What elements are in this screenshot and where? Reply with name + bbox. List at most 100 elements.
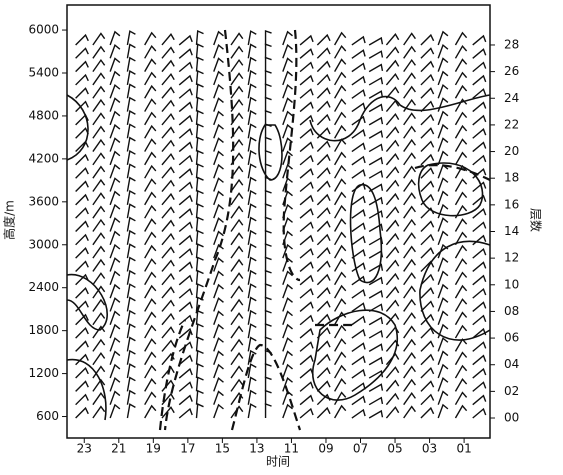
wind-barb [92, 205, 106, 219]
wind-barb [109, 97, 121, 112]
wind-barb [316, 380, 331, 392]
wind-barb [299, 394, 314, 406]
wind-barb [144, 258, 157, 272]
wind-barb [385, 326, 400, 339]
wind-barb [213, 377, 224, 392]
y-tick-label: 4200 [28, 151, 59, 165]
wind-barb [437, 390, 449, 405]
wind-barb [213, 257, 224, 272]
wind-barb [420, 393, 435, 406]
wind-barb [75, 87, 89, 99]
wind-barb [264, 229, 272, 245]
wind-barb [368, 183, 384, 193]
wind-barb [75, 273, 89, 286]
wind-barb [126, 123, 136, 139]
wind-barb [178, 247, 193, 259]
wind-barb [403, 45, 416, 59]
wind-barb [195, 136, 204, 152]
wind-barb [437, 203, 449, 219]
wind-barb [282, 57, 293, 72]
wind-barb [213, 150, 224, 166]
wind-barb [230, 258, 244, 272]
wind-barb [282, 30, 293, 46]
wind-barb [92, 72, 106, 86]
wind-barb [264, 29, 272, 45]
wind-barb [334, 271, 347, 286]
wind-barb [299, 141, 314, 153]
y-tick-label: 3000 [28, 237, 59, 251]
wind-barb [368, 130, 384, 139]
wind-barb [195, 123, 204, 139]
wind-barb [247, 56, 257, 72]
wind-barb [264, 109, 272, 125]
wind-barb [351, 368, 366, 379]
wind-barb [178, 394, 193, 406]
wind-barb [368, 409, 384, 419]
wind-barb [472, 234, 487, 246]
wind-barb [282, 390, 293, 405]
wind-barb [437, 70, 449, 86]
wind-barb [75, 366, 89, 379]
wind-barb [126, 243, 136, 259]
y2-tick-label: 24 [504, 91, 519, 105]
wind-barb [437, 350, 449, 365]
wind-barb [213, 270, 224, 286]
wind-barb [437, 177, 449, 192]
wind-barb [75, 313, 89, 326]
wind-barb [109, 283, 121, 299]
wind-barb [437, 377, 449, 392]
wind-barb [368, 343, 384, 353]
wind-barb [385, 406, 400, 419]
wind-barb [385, 272, 400, 286]
wind-barb [437, 297, 449, 312]
wind-barb [403, 178, 416, 192]
wind-barb [195, 96, 204, 112]
wind-barb [109, 163, 121, 179]
wind-barb [351, 262, 366, 273]
wind-barb [247, 176, 257, 192]
wind-barb [178, 101, 193, 113]
wind-barb [75, 180, 89, 193]
wind-barb [161, 33, 175, 46]
wind-barb [472, 407, 487, 419]
wind-barb [385, 126, 400, 139]
wind-barb [144, 231, 157, 246]
wind-barb [178, 221, 193, 233]
wind-barb [92, 112, 106, 126]
y-tick-label: 2400 [28, 280, 59, 294]
wind-barb [109, 203, 121, 219]
wind-barb [437, 123, 449, 139]
wind-barb [282, 337, 293, 352]
wind-barb [368, 303, 384, 313]
wind-barb [213, 137, 224, 152]
wind-barb [437, 283, 449, 299]
wind-barb [299, 221, 314, 233]
wind-barb [368, 76, 384, 86]
wind-barb [247, 243, 257, 259]
wind-barb [420, 380, 435, 392]
y2-tick-label: 12 [504, 251, 519, 265]
wind-barb [316, 300, 331, 312]
wind-barb [75, 60, 89, 73]
wind-barb [420, 100, 435, 113]
wind-barb [282, 150, 293, 166]
wind-barb [299, 61, 314, 73]
wind-barb [420, 287, 435, 299]
wind-barb [420, 87, 435, 99]
wind-barb [299, 234, 314, 246]
wind-barb [351, 208, 366, 219]
wind-barb [299, 274, 314, 286]
contour [414, 164, 491, 181]
wind-barb [334, 218, 347, 232]
wind-barb [454, 271, 468, 286]
wind-barb [316, 193, 331, 206]
wind-barb [109, 403, 121, 419]
wind-barb [161, 366, 175, 379]
wind-barb [334, 71, 347, 86]
wind-barb [351, 182, 366, 193]
wind-barb [420, 340, 435, 352]
wind-barb [351, 315, 366, 326]
y2-tick-label: 02 [504, 384, 519, 398]
wind-barb [230, 272, 244, 286]
